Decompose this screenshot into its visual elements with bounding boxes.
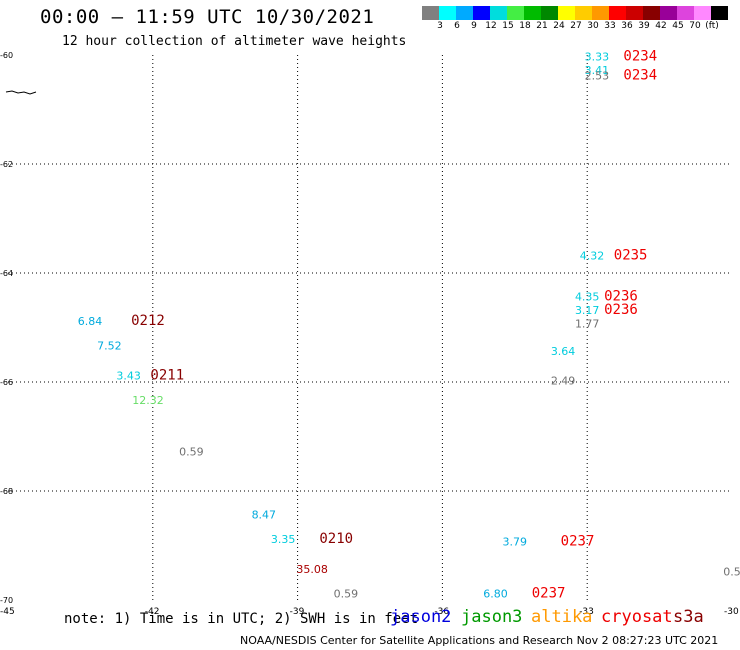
legend-swatch	[490, 6, 507, 20]
legend-swatch	[609, 6, 626, 20]
mission-legend-item: jason2	[390, 607, 452, 627]
legend-swatch	[473, 6, 490, 20]
pass-time-label: 0212	[131, 313, 165, 329]
swh-value-label: 3.17	[575, 304, 600, 317]
legend-swatch	[711, 6, 728, 20]
swh-value-label: 0.5	[723, 565, 740, 578]
credit-line: NOAA/NESDIS Center for Satellite Applica…	[240, 634, 719, 647]
legend-swatch	[677, 6, 694, 20]
swh-value-label: 2.53	[585, 70, 610, 83]
x-tick-label: -42	[145, 607, 160, 617]
y-tick-label: -66	[0, 378, 13, 387]
x-tick-label: -30	[724, 607, 739, 617]
y-tick-label: -64	[0, 269, 13, 278]
y-tick-label: -62	[0, 160, 13, 169]
swh-value-label: 35.08	[296, 563, 328, 576]
mission-legend-item: altika	[531, 607, 593, 627]
swh-value-label: 3.41	[585, 64, 610, 77]
legend-tick-label: 18	[519, 21, 531, 31]
swh-value-label: 3.79	[503, 536, 528, 549]
chart-subtitle: 12 hour collection of altimeter wave hei…	[62, 34, 407, 49]
pass-time-label: 0235	[614, 247, 648, 263]
y-tick-label: -68	[0, 487, 13, 496]
legend-swatch	[592, 6, 609, 20]
swh-value-label: 6.80	[483, 587, 508, 600]
legend-swatch	[626, 6, 643, 20]
swh-value-label: 3.35	[271, 533, 296, 546]
legend-tick-label: (ft)	[705, 21, 719, 31]
y-tick-label: -60	[0, 51, 13, 60]
legend-swatch	[541, 6, 558, 20]
swh-value-label: 7.52	[97, 339, 122, 352]
swh-value-label: 4.35	[575, 290, 600, 303]
legend-swatch	[575, 6, 592, 20]
pass-time-label: 0237	[561, 534, 595, 550]
legend-tick-label: 9	[471, 21, 477, 31]
swh-value-label: 6.84	[78, 315, 103, 328]
legend-tick-label: 3	[437, 21, 443, 31]
swh-value-label: 0.59	[179, 446, 204, 459]
pass-time-label: 0234	[623, 48, 657, 64]
mission-legend-item: cryosat	[601, 607, 673, 627]
legend-tick-label: 70	[689, 21, 701, 31]
pass-time-label: 0234	[623, 68, 657, 84]
chart-title: 00:00 – 11:59 UTC 10/30/2021	[40, 6, 375, 28]
legend-tick-label: 30	[587, 21, 599, 31]
legend-swatch	[439, 6, 456, 20]
legend-tick-label: 15	[502, 21, 514, 31]
legend-swatch	[660, 6, 677, 20]
legend-swatch	[643, 6, 660, 20]
pass-time-label: 0237	[532, 585, 566, 601]
swh-value-label: 12.32	[132, 394, 164, 407]
swh-value-label: 0.59	[334, 587, 359, 600]
pass-time-label: 0211	[150, 367, 184, 383]
legend-tick-label: 12	[485, 21, 497, 31]
coastline-fragment	[5, 90, 37, 95]
x-tick-label: -39	[290, 607, 305, 617]
legend-tick-label: 36	[621, 21, 633, 31]
legend-tick-label: 45	[672, 21, 684, 31]
legend-swatch	[456, 6, 473, 20]
mission-legend-item: s3a	[673, 607, 704, 627]
x-tick-label: -45	[0, 607, 15, 617]
legend-tick-label: 6	[454, 21, 460, 31]
pass-time-label: 0236	[604, 302, 638, 318]
y-tick-label: -70	[0, 596, 13, 605]
swh-value-label: 3.64	[551, 345, 576, 358]
pass-time-label: 0210	[319, 531, 353, 547]
pass-time-label: 0236	[604, 288, 638, 304]
legend-tick-label: 33	[604, 21, 616, 31]
legend-tick-label: 24	[553, 21, 565, 31]
legend-swatch	[507, 6, 524, 20]
legend-swatch	[422, 6, 439, 20]
swh-value-label: 4.32	[580, 249, 605, 262]
x-tick-label: -33	[579, 607, 594, 617]
legend-tick-label: 39	[638, 21, 650, 31]
legend-swatch	[524, 6, 541, 20]
mission-legend-item: jason3	[461, 607, 523, 627]
x-tick-label: -36	[434, 607, 449, 617]
swh-value-label: 8.47	[252, 508, 277, 521]
legend-swatch	[694, 6, 711, 20]
legend-tick-label: 42	[655, 21, 667, 31]
legend-swatch	[558, 6, 575, 20]
swh-value-label: 1.77	[575, 318, 600, 331]
swh-value-label: 2.49	[551, 375, 576, 388]
swh-value-label: 3.33	[585, 50, 610, 63]
swh-value-label: 3.43	[116, 369, 141, 382]
legend-tick-label: 27	[570, 21, 582, 31]
footnote: note: 1) Time is in UTC; 2) SWH is in fe…	[64, 611, 419, 627]
legend-tick-label: 21	[536, 21, 548, 31]
